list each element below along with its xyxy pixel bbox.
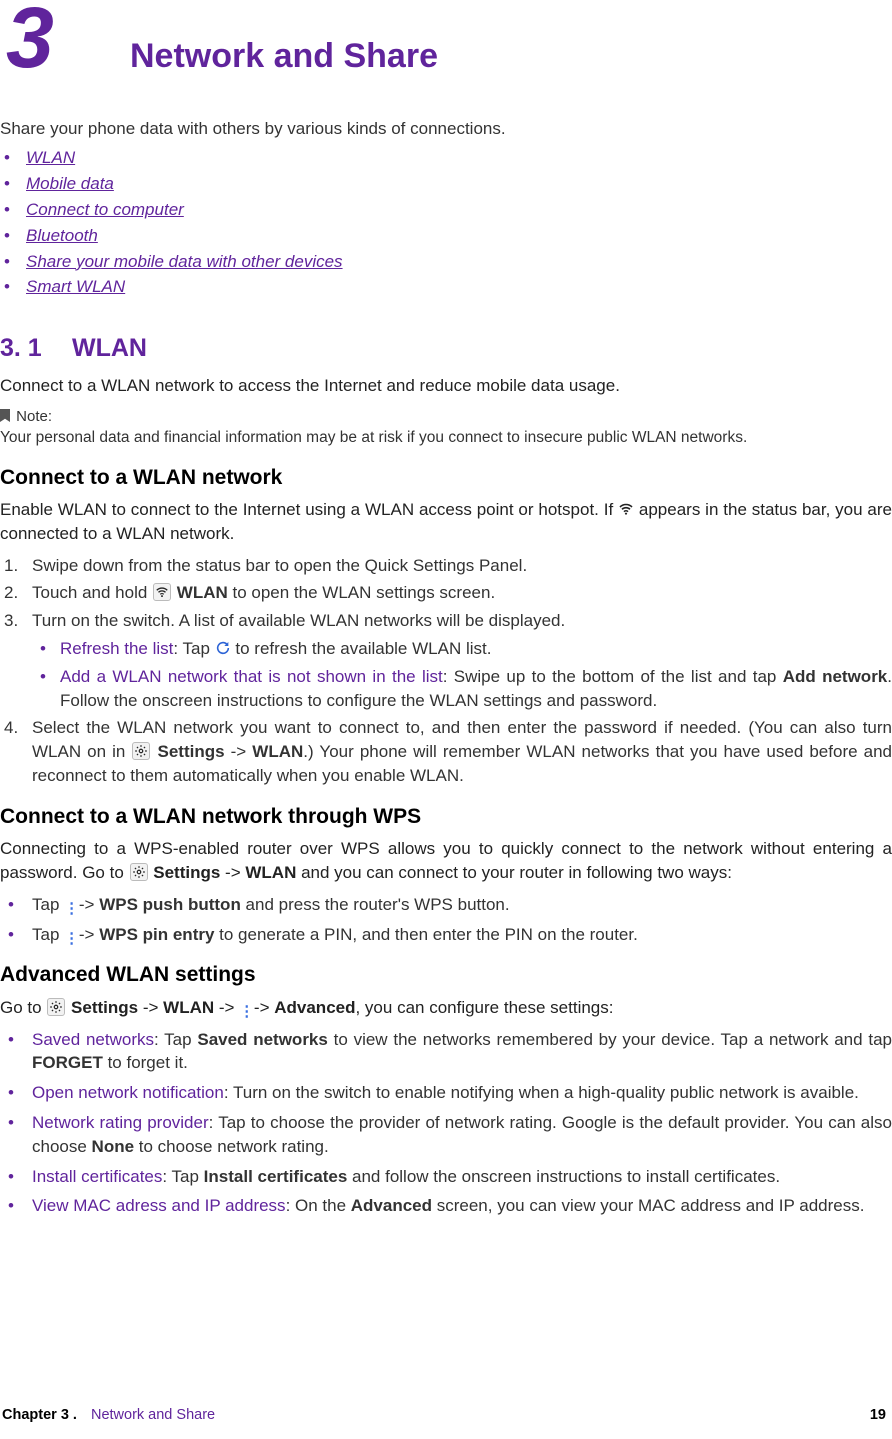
adv-rating-provider: Network rating provider: Tap to choose t… — [0, 1111, 892, 1159]
section-heading: 3. 1WLAN — [0, 331, 892, 366]
toc-link-mobile-data[interactable]: Mobile data — [26, 174, 114, 193]
toc-list: WLAN Mobile data Connect to computer Blu… — [0, 146, 892, 299]
step-3a: Refresh the list: Tap to refresh the ava… — [32, 637, 892, 661]
more-icon: ⋮ — [64, 936, 74, 941]
bookmark-icon — [0, 409, 10, 422]
toc-link-wlan[interactable]: WLAN — [26, 148, 75, 167]
note-label: Note: — [0, 406, 892, 427]
step-4: Select the WLAN network you want to conn… — [0, 716, 892, 787]
adv-open-network: Open network notification: Turn on the s… — [0, 1081, 892, 1105]
toc-link-share-mobile-data[interactable]: Share your mobile data with other device… — [26, 252, 343, 271]
settings-icon — [47, 998, 65, 1016]
step-3: Turn on the switch. A list of available … — [0, 609, 892, 712]
more-icon: ⋮ — [64, 906, 74, 911]
section-number: 3. 1 — [0, 331, 72, 366]
step-1: Swipe down from the status bar to open t… — [0, 554, 892, 578]
adv-saved-networks: Saved networks: Tap Saved networks to vi… — [0, 1028, 892, 1076]
step-3b: Add a WLAN network that is not shown in … — [32, 665, 892, 713]
section-lead: Connect to a WLAN network to access the … — [0, 374, 892, 398]
adv-mac-ip: View MAC adress and IP address: On the A… — [0, 1194, 892, 1218]
subsection-connect: Connect to a WLAN network — [0, 463, 892, 492]
footer-title: Network and Share — [91, 1407, 215, 1423]
sub3-lead: Go to Settings -> WLAN -> ⋮ -> Advanced,… — [0, 996, 892, 1020]
chapter-header: 3 Network and Share — [0, 0, 892, 81]
settings-icon — [130, 863, 148, 881]
chapter-title: Network and Share — [130, 33, 438, 81]
settings-icon — [132, 742, 150, 760]
intro-text: Share your phone data with others by var… — [0, 117, 892, 141]
toc-link-smart-wlan[interactable]: Smart WLAN — [26, 277, 125, 296]
footer-chapter: Chapter 3 . — [2, 1407, 77, 1423]
subsection-advanced: Advanced WLAN settings — [0, 960, 892, 989]
wps-push: Tap ⋮ -> WPS push button and press the r… — [0, 893, 892, 917]
more-icon: ⋮ — [239, 1009, 249, 1014]
sub2-lead: Connecting to a WPS-enabled router over … — [0, 837, 892, 885]
wps-pin: Tap ⋮ -> WPS pin entry to generate a PIN… — [0, 923, 892, 947]
toc-link-bluetooth[interactable]: Bluetooth — [26, 226, 98, 245]
note-text: Your personal data and financial informa… — [0, 427, 892, 449]
section-title: WLAN — [72, 334, 147, 362]
wifi-button-icon — [153, 583, 171, 601]
footer-page: 19 — [870, 1405, 886, 1425]
sub1-lead: Enable WLAN to connect to the Internet u… — [0, 498, 892, 546]
subsection-wps: Connect to a WLAN network through WPS — [0, 802, 892, 831]
steps-list: Swipe down from the status bar to open t… — [0, 554, 892, 788]
wifi-icon — [618, 500, 634, 516]
refresh-icon — [215, 639, 231, 655]
wps-list: Tap ⋮ -> WPS push button and press the r… — [0, 893, 892, 947]
page-footer: Chapter 3 . Network and Share 19 — [0, 1405, 892, 1425]
chapter-number: 3 — [0, 0, 130, 77]
step-2: Touch and hold WLAN to open the WLAN set… — [0, 581, 892, 605]
toc-link-connect-computer[interactable]: Connect to computer — [26, 200, 184, 219]
advanced-list: Saved networks: Tap Saved networks to vi… — [0, 1028, 892, 1219]
adv-install-certs: Install certificates: Tap Install certif… — [0, 1165, 892, 1189]
